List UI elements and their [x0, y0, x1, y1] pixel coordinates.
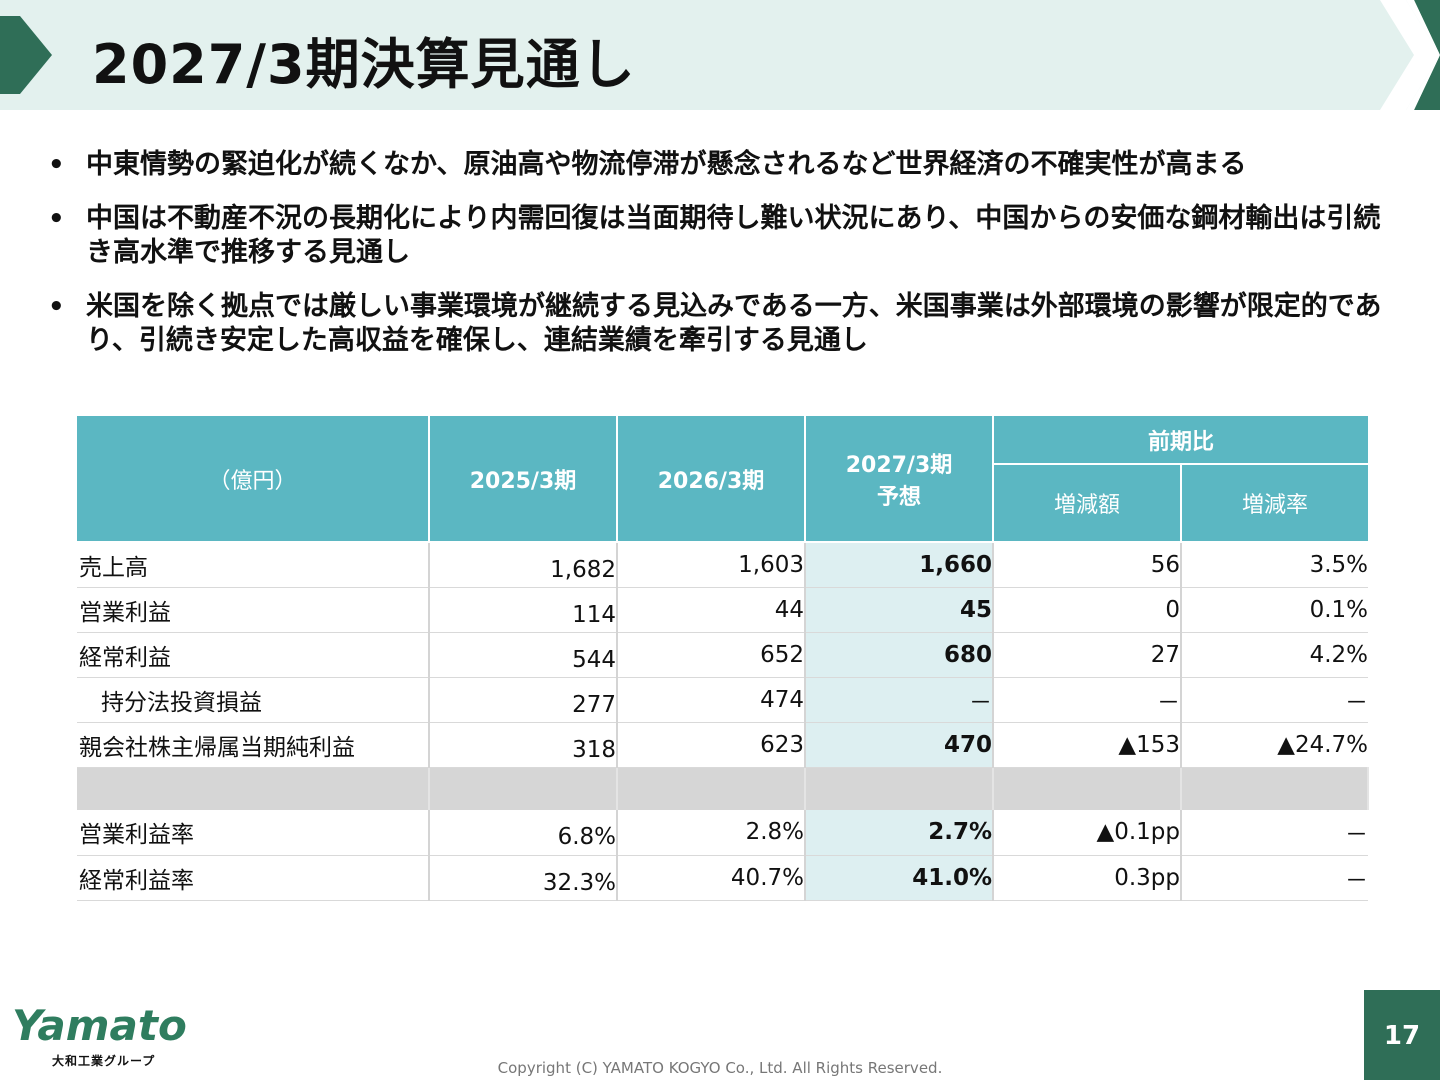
bullet-marker: • [48, 150, 65, 180]
cell-diff: － [993, 677, 1182, 723]
cell-diff: 0 [993, 587, 1182, 633]
row-label: 営業利益 [77, 587, 430, 633]
row-label: 売上高 [77, 542, 430, 588]
table-row: 営業利益 114 44 45 0 0.1% [77, 587, 1369, 633]
cell-2027-forecast: 470 [805, 722, 994, 768]
column-header-2027-line1: 2027/3期 [845, 452, 953, 478]
cell-rate: ▲24.7% [1181, 722, 1369, 768]
column-header-2027-forecast: 2027/3期 予想 [805, 416, 994, 543]
bullet-text: 中国は不動産不況の長期化により内需回復は当面期待し難い状況にあり、中国からの安価… [86, 203, 1381, 268]
cell-rate: － [1181, 677, 1369, 723]
cell-rate: 0.1% [1181, 587, 1369, 633]
yamato-logo: Yamato [12, 1004, 187, 1048]
spacer-cell [429, 767, 618, 810]
cell-diff: ▲0.1pp [993, 810, 1182, 856]
spacer-cell [617, 767, 806, 810]
bullet-text: 米国を除く拠点では厳しい事業環境が継続する見込みである一方、米国事業は外部環境の… [86, 291, 1382, 356]
cell-2027-forecast: － [805, 677, 994, 723]
table-row: 持分法投資損益 277 474 － － － [77, 677, 1369, 723]
row-label: 親会社株主帰属当期純利益 [77, 722, 430, 768]
table-row: 経常利益率 32.3% 40.7% 41.0% 0.3pp － [77, 855, 1369, 901]
column-group-header: 前期比 [993, 416, 1369, 465]
cell-2027-forecast: 45 [805, 587, 994, 633]
cell-2025: 544 [429, 632, 618, 678]
table-row: 経常利益 544 652 680 27 4.2% [77, 632, 1369, 678]
cell-2026: 40.7% [617, 855, 806, 901]
chevron-right-icon [1380, 0, 1440, 110]
page-number: 17 [1364, 990, 1440, 1080]
column-header-diff: 増減額 [993, 464, 1182, 543]
table-row: 売上高 1,682 1,603 1,660 56 3.5% [77, 542, 1369, 588]
cell-2027-forecast: 41.0% [805, 855, 994, 901]
bullet-item: • 米国を除く拠点では厳しい事業環境が継続する見込みである一方、米国事業は外部環… [44, 290, 1384, 358]
cell-rate: － [1181, 810, 1369, 856]
page-title: 2027/3期決算見通し [92, 33, 636, 96]
cell-diff: 0.3pp [993, 855, 1182, 901]
column-header-2027-line2: 予想 [876, 484, 921, 510]
bullet-marker: • [48, 292, 65, 322]
spacer-cell [1181, 767, 1370, 810]
table-spacer-row [77, 767, 1370, 810]
row-label: 経常利益率 [77, 855, 430, 901]
cell-2025: 114 [429, 587, 618, 633]
logo-subtitle: 大和工業グループ [52, 1054, 156, 1068]
logo-text: Yamato [12, 1004, 187, 1048]
bullet-list: • 中東情勢の緊迫化が続くなか、原油高や物流停滞が懸念されるなど世界経済の不確実… [44, 148, 1384, 378]
cell-2026: 474 [617, 677, 806, 723]
cell-2026: 1,603 [617, 542, 806, 588]
bullet-item: • 中国は不動産不況の長期化により内需回復は当面期待し難い状況にあり、中国からの… [44, 202, 1384, 270]
spacer-cell [805, 767, 994, 810]
cell-2026: 44 [617, 587, 806, 633]
row-label: 営業利益率 [77, 810, 430, 856]
cell-2025: 277 [429, 677, 618, 723]
cell-2025: 32.3% [429, 855, 618, 901]
cell-2026: 652 [617, 632, 806, 678]
cell-2025: 318 [429, 722, 618, 768]
chevron-right-icon [0, 16, 52, 94]
cell-2027-forecast: 680 [805, 632, 994, 678]
cell-rate: － [1181, 855, 1369, 901]
cell-diff: 56 [993, 542, 1182, 588]
bullet-text: 中東情勢の緊迫化が続くなか、原油高や物流停滞が懸念されるなど世界経済の不確実性が… [86, 149, 1247, 180]
header-divider [0, 110, 1440, 112]
cell-2025: 6.8% [429, 810, 618, 856]
spacer-cell [993, 767, 1182, 810]
cell-diff: ▲153 [993, 722, 1182, 768]
cell-2026: 2.8% [617, 810, 806, 856]
cell-2027-forecast: 2.7% [805, 810, 994, 856]
bullet-marker: • [48, 204, 65, 234]
cell-diff: 27 [993, 632, 1182, 678]
column-header-2025: 2025/3期 [429, 416, 618, 543]
spacer-cell [77, 767, 430, 810]
table-row: 営業利益率 6.8% 2.8% 2.7% ▲0.1pp － [77, 810, 1369, 856]
row-label: 持分法投資損益 [77, 677, 430, 723]
copyright-text: Copyright (C) YAMATO KOGYO Co., Ltd. All… [497, 1059, 943, 1077]
title-banner: 2027/3期決算見通し [0, 0, 1440, 110]
table-row: 親会社株主帰属当期純利益 318 623 470 ▲153 ▲24.7% [77, 722, 1369, 768]
cell-2027-forecast: 1,660 [805, 542, 994, 588]
cell-rate: 3.5% [1181, 542, 1369, 588]
column-header-2026: 2026/3期 [617, 416, 806, 543]
column-header-rate: 増減率 [1181, 464, 1369, 543]
cell-rate: 4.2% [1181, 632, 1369, 678]
unit-header: （億円） [77, 416, 430, 543]
cell-2026: 623 [617, 722, 806, 768]
forecast-table: （億円） 2025/3期 2026/3期 2027/3期 予想 前期比 増減額 … [77, 416, 1370, 901]
row-label: 経常利益 [77, 632, 430, 678]
cell-2025: 1,682 [429, 542, 618, 588]
bullet-item: • 中東情勢の緊迫化が続くなか、原油高や物流停滞が懸念されるなど世界経済の不確実… [44, 148, 1384, 182]
